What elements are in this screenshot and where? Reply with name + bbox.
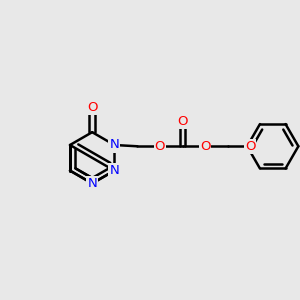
Text: O: O	[87, 101, 98, 114]
Text: O: O	[245, 140, 255, 153]
Text: N: N	[110, 164, 119, 177]
Text: N: N	[87, 177, 97, 190]
Text: O: O	[155, 140, 165, 153]
Text: O: O	[177, 116, 188, 128]
Text: N: N	[110, 139, 119, 152]
Text: O: O	[200, 140, 210, 153]
